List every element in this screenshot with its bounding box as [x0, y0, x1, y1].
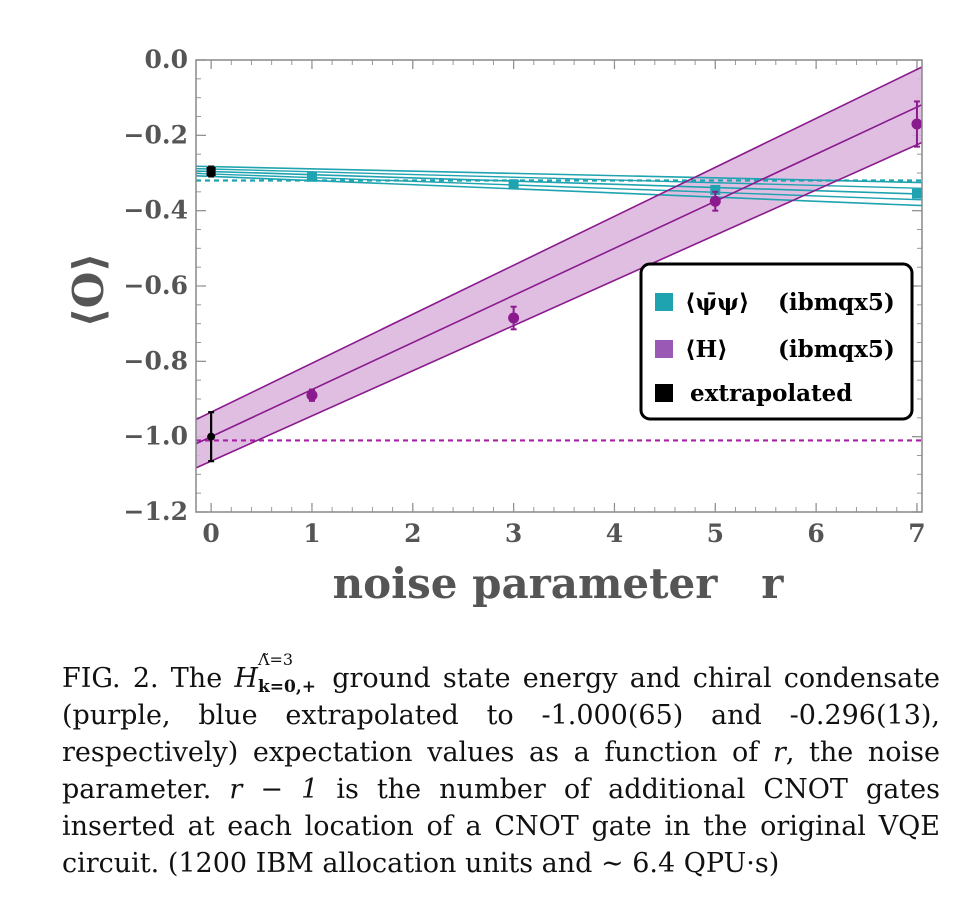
data-points	[206, 100, 923, 463]
data-point	[306, 389, 318, 401]
caption-math-symbol: H	[234, 663, 258, 694]
caption-text-2: , the noise parameter.	[62, 737, 940, 805]
tick-labels: 0 1 2 3 4 5 6 7 0.0 −0.2 −0.4 −0.6 −0.8 −1.0 −1.2	[124, 45, 926, 548]
legend-swatch-condensate	[655, 293, 673, 311]
x-tick-label: 2	[404, 519, 421, 548]
legend-swatch-extrapolated	[655, 384, 673, 402]
extrapolated-point	[207, 432, 216, 441]
data-point	[508, 312, 520, 324]
fit-lines	[196, 66, 922, 469]
plot-frame	[195, 59, 923, 513]
caption-text-3: is the number of additional CNOT gates i…	[62, 774, 940, 879]
caption-math: H Λ̃=3 k=0,+	[234, 650, 320, 697]
x-tick-label: 7	[908, 519, 925, 548]
legend-swatch-energy	[655, 340, 673, 358]
data-point	[306, 171, 317, 182]
caption-prefix: FIG. 2. The	[62, 663, 223, 694]
fit-line	[196, 167, 922, 189]
fit-line	[196, 170, 922, 195]
y-tick-label: 0.0	[145, 45, 189, 74]
x-tick-label: 6	[807, 519, 824, 548]
confidence-band	[196, 66, 922, 468]
y-tick-label: −0.8	[124, 346, 188, 375]
chart-svg: 0 1 2 3 4 5 6 70.0−0.2−0.4−0.6−0.8−1.0−1.2 ⟨O⟩ …	[64, 45, 926, 608]
data-point	[709, 195, 721, 207]
data-point	[508, 179, 519, 190]
fit-line	[196, 172, 922, 201]
legend-symbol-condensate: ⟨ψ̄ψ⟩	[685, 289, 749, 316]
figure-caption: FIG. 2. The H Λ̃=3 k=0,+ ground state ener…	[62, 650, 941, 882]
confidence-bands	[196, 66, 922, 468]
data-point	[911, 118, 923, 130]
band-edge-line	[196, 66, 922, 421]
caption-math-sup: Λ̃=3	[257, 650, 294, 669]
legend-box	[639, 262, 914, 421]
x-tick-label: 0	[202, 519, 219, 548]
y-tick-label: −0.2	[124, 120, 188, 149]
y-tick-label: −0.4	[124, 196, 188, 225]
x-tick-label: 5	[707, 519, 724, 548]
band-edge-line	[196, 174, 922, 207]
caption-var-r: r	[772, 737, 786, 768]
y-tick-label: −1.2	[124, 497, 188, 526]
y-tick-label: −0.6	[124, 271, 188, 300]
y-tick-label: −1.0	[124, 422, 188, 451]
x-tick-label: 4	[606, 519, 623, 548]
legend: ⟨ψ̄ψ⟩ (ibmqx5) ⟨H⟩ (ibmqx5) extrapolated	[639, 262, 914, 421]
x-tick-label: 1	[303, 519, 320, 548]
band-edge-line	[196, 165, 922, 184]
legend-label-extrapolated: extrapolated	[690, 380, 852, 407]
band-edge-line	[196, 141, 922, 469]
legend-label-energy: (ibmqx5)	[778, 336, 895, 363]
axis-ticks	[196, 59, 922, 513]
fit-line	[196, 104, 922, 445]
y-axis-label: ⟨O⟩	[64, 253, 113, 328]
caption-math-sub: k=0,+	[257, 677, 316, 697]
legend-label-condensate: (ibmqx5)	[778, 289, 895, 316]
caption-expr: r − 1	[229, 774, 319, 805]
chart-figure: 0 1 2 3 4 5 6 7 0.0 −0.2 −0.4 −0.6 −0.8 −1.0 −1.2 ⟨O⟩ …	[64, 45, 926, 608]
x-axis-label: noise parameter r	[333, 559, 785, 608]
legend-symbol-energy: ⟨H⟩	[685, 336, 728, 363]
data-point	[710, 184, 721, 195]
x-tick-label: 3	[505, 519, 522, 548]
caption-text-1: ground state energy and chiral condensat…	[62, 663, 941, 768]
data-point	[911, 188, 922, 199]
extrapolated-point	[206, 166, 216, 176]
